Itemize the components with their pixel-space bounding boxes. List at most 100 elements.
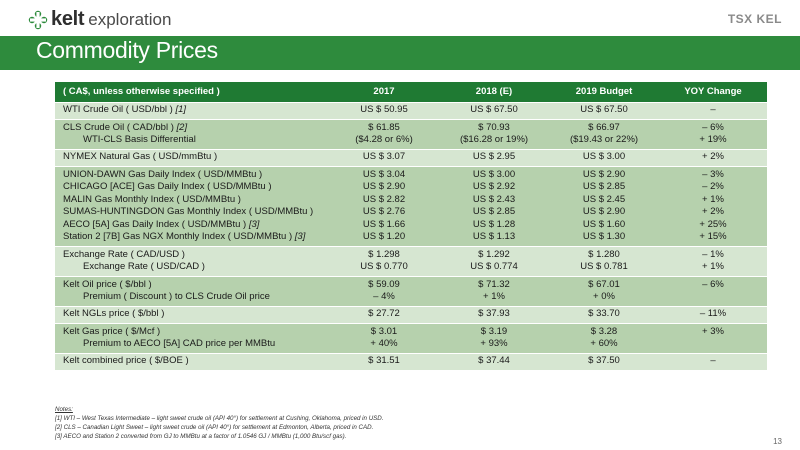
row-label-text: CLS Crude Oil ( CAD/bbl )	[63, 121, 177, 133]
row-label-line: Kelt NGLs price ( $/bbl )	[63, 308, 323, 321]
yoy-change-cell: – 11%	[659, 306, 767, 324]
cell-value: US $ 1.60	[582, 218, 626, 230]
cell-value: + 2%	[702, 151, 724, 163]
cell-value: $ 33.70	[588, 308, 620, 320]
row-label-line: CHICAGO [ACE] Gas Daily Index ( USD/MMBt…	[63, 181, 323, 194]
table-row: Kelt Oil price ( $/bbl ) Premium ( Discou…	[55, 276, 767, 307]
cell-value: $ 59.09	[368, 278, 400, 290]
cell-value: US $ 2.76	[362, 206, 406, 217]
row-label-line: Exchange Rate ( USD/CAD )	[63, 261, 323, 274]
row-label-text: UNION-DAWN Gas Daily Index ( USD/MMBtu )	[63, 168, 263, 180]
cell-value: $ 37.50	[588, 355, 620, 367]
price-cell: US $ 3.07	[329, 149, 439, 167]
footnote: [2] CLS – Canadian Light Sweet – light s…	[55, 424, 374, 431]
price-cell: $ 31.51	[329, 353, 439, 371]
cell-value: – 2%	[702, 181, 724, 192]
price-cell: $ 70.93 ($16.28 or 19%)	[439, 119, 549, 150]
cell-value: + 1%	[702, 193, 724, 205]
row-label: Kelt Oil price ( $/bbl ) Premium ( Discou…	[55, 276, 329, 307]
row-label-line: Premium to AECO [5A] CAD price per MMBtu	[63, 338, 323, 351]
cell-value: US $ 1.28	[472, 218, 516, 230]
row-label-text: Premium to AECO [5A] CAD price per MMBtu	[83, 338, 276, 349]
cell-value: US $ 2.90	[582, 206, 626, 217]
cell-value: + 93%	[480, 338, 508, 349]
cell-value: + 19%	[699, 134, 727, 145]
price-cell: US $ 3.00	[549, 149, 659, 167]
row-label-line: Exchange Rate ( CAD/USD )	[63, 249, 323, 262]
cell-value: – 1%	[702, 248, 724, 260]
footnote-ref: [2]	[176, 121, 188, 133]
yoy-change-cell: + 3%	[659, 323, 767, 354]
yoy-change-cell: – 1% + 1%	[659, 246, 767, 277]
price-cell: US $ 67.50	[549, 102, 659, 120]
notes-heading: Notes:	[55, 406, 73, 413]
cell-value: $ 1.298	[368, 248, 400, 260]
price-cell: $ 1.298 US $ 0.770	[329, 246, 439, 277]
cell-value: + 25%	[699, 218, 727, 230]
price-cell: $ 71.32 + 1%	[439, 276, 549, 307]
price-cell: $ 3.19 + 93%	[439, 323, 549, 354]
cell-value: US $ 2.45	[582, 193, 626, 205]
row-label: Kelt Gas price ( $/Mcf ) Premium to AECO …	[55, 323, 329, 354]
cell-value: $ 3.28	[590, 325, 618, 337]
cell-value: $ 27.72	[368, 308, 400, 320]
cell-value: US $ 2.43	[472, 193, 516, 205]
row-label-text: SUMAS-HUNTINGDON Gas Monthly Index ( USD…	[63, 206, 314, 217]
table-row: Exchange Rate ( CAD/USD ) Exchange Rate (…	[55, 246, 767, 277]
price-cell: US $ 3.04 US $ 2.90 US $ 2.82 US $ 2.76 US $…	[329, 166, 439, 247]
title-bar: Commodity Prices	[0, 36, 800, 70]
header-2018: 2018 (E)	[439, 82, 549, 103]
price-cell: $ 37.93	[439, 306, 549, 324]
cell-value: $ 66.97	[588, 121, 620, 133]
cell-value: $ 31.51	[368, 355, 400, 367]
cell-value: US $ 0.781	[580, 261, 628, 272]
row-label-text: WTI Crude Oil ( USD/bbl )	[63, 104, 176, 116]
yoy-change-cell: + 2%	[659, 149, 767, 167]
header-label: ( CA$, unless otherwise specified )	[55, 82, 329, 103]
cell-value: US $ 0.774	[470, 261, 518, 272]
table-row: Kelt Gas price ( $/Mcf ) Premium to AECO …	[55, 323, 767, 354]
cell-value: + 3%	[702, 325, 724, 337]
yoy-change-cell: – 3% – 2% + 1% + 2% + 25% + 15%	[659, 166, 767, 247]
cell-value: US $ 0.770	[360, 261, 408, 272]
row-label-text: MALIN Gas Monthly Index ( USD/MMBtu )	[63, 193, 241, 205]
cell-value	[665, 291, 761, 304]
row-label: Kelt combined price ( $/BOE )	[55, 353, 329, 371]
row-label-text: Kelt Oil price ( $/bbl )	[63, 278, 152, 290]
row-label-text: CHICAGO [ACE] Gas Daily Index ( USD/MMBt…	[63, 181, 272, 192]
cell-value: + 1%	[702, 261, 724, 272]
cell-value: $ 37.93	[478, 308, 510, 320]
row-label-text: Premium ( Discount ) to CLS Crude Oil pr…	[83, 291, 270, 302]
price-cell: $ 61.85 ($4.28 or 6%)	[329, 119, 439, 150]
price-cell: $ 37.44	[439, 353, 549, 371]
row-label-text: Exchange Rate ( USD/CAD )	[83, 261, 205, 272]
cell-value: US $ 1.66	[362, 218, 406, 230]
logo-wordmark-bold: kelt	[51, 8, 85, 30]
price-cell: US $ 2.95	[439, 149, 549, 167]
cell-value: $ 1.280	[588, 248, 620, 260]
cell-value: US $ 2.82	[362, 193, 406, 205]
cell-value: US $ 2.90	[362, 181, 406, 192]
cell-value: US $ 3.04	[362, 168, 406, 180]
cell-value: $ 70.93	[478, 121, 510, 133]
row-label-text: Exchange Rate ( CAD/USD )	[63, 248, 185, 260]
cell-value: US $ 50.95	[360, 104, 408, 116]
kelt-logo: kelt exploration	[28, 8, 171, 31]
price-cell: $ 3.01 + 40%	[329, 323, 439, 354]
price-cell: $ 3.28 + 60%	[549, 323, 659, 354]
cell-value: US $ 3.00	[472, 168, 516, 180]
row-label-text: AECO [5A] Gas Daily Index ( USD/MMBtu )	[63, 218, 249, 230]
table-row: UNION-DAWN Gas Daily Index ( USD/MMBtu )…	[55, 166, 767, 247]
table-row: Kelt combined price ( $/BOE ) $ 31.51 $ 37…	[55, 353, 767, 371]
row-label-line: Premium ( Discount ) to CLS Crude Oil pr…	[63, 291, 323, 304]
price-cell: $ 66.97 ($19.43 or 22%)	[549, 119, 659, 150]
row-label-text: NYMEX Natural Gas ( USD/mmBtu )	[63, 151, 218, 163]
cell-value: US $ 2.90	[582, 168, 626, 180]
row-label: CLS Crude Oil ( CAD/bbl ) [2] WTI-CLS Bas…	[55, 119, 329, 150]
price-cell: US $ 67.50	[439, 102, 549, 120]
cell-value: $ 37.44	[478, 355, 510, 367]
tsx-ticker-logo: TSX KEL	[727, 12, 782, 26]
footnote-ref: [1]	[175, 104, 186, 116]
row-label: NYMEX Natural Gas ( USD/mmBtu )	[55, 149, 329, 167]
table-row: WTI Crude Oil ( USD/bbl ) [1] US $ 50.95 U…	[55, 102, 767, 120]
